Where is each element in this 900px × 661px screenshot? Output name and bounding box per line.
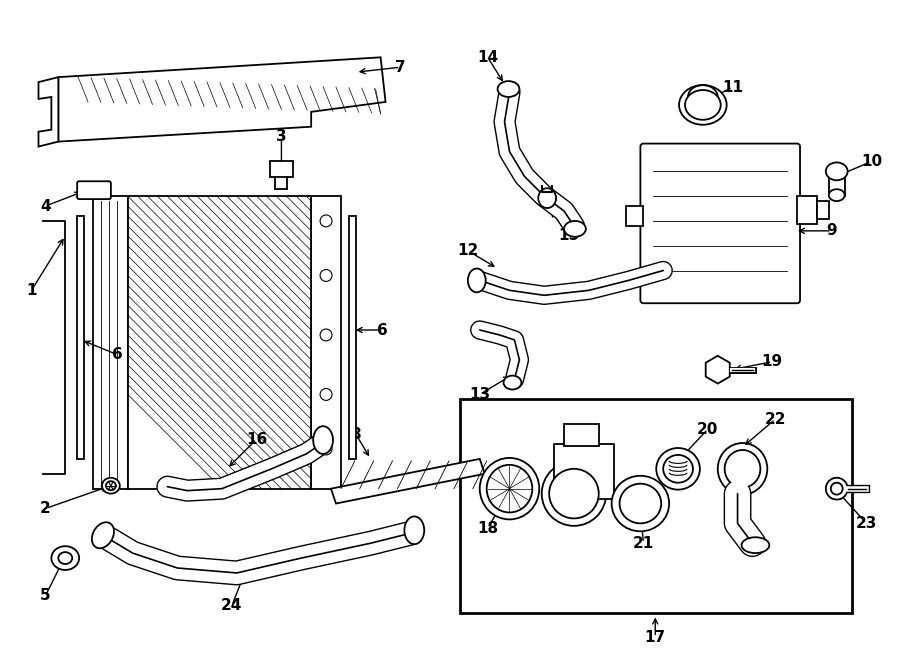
Ellipse shape — [680, 85, 726, 125]
Ellipse shape — [51, 546, 79, 570]
Ellipse shape — [313, 426, 333, 454]
Ellipse shape — [58, 552, 72, 564]
Polygon shape — [58, 58, 385, 141]
Ellipse shape — [320, 389, 332, 401]
Ellipse shape — [717, 443, 768, 494]
Text: 2: 2 — [40, 501, 50, 516]
Text: 5: 5 — [40, 588, 50, 603]
Text: 19: 19 — [761, 354, 783, 369]
Ellipse shape — [742, 537, 769, 553]
FancyBboxPatch shape — [641, 143, 800, 303]
Text: 16: 16 — [246, 432, 267, 447]
Ellipse shape — [564, 221, 586, 237]
Bar — [829, 176, 845, 196]
Ellipse shape — [538, 188, 556, 208]
Ellipse shape — [612, 476, 669, 531]
Text: 14: 14 — [477, 50, 499, 65]
Text: 20: 20 — [698, 422, 718, 437]
Bar — [460, 399, 851, 613]
Polygon shape — [706, 356, 730, 383]
FancyBboxPatch shape — [77, 181, 111, 199]
Ellipse shape — [320, 270, 332, 282]
Bar — [554, 444, 614, 498]
Ellipse shape — [498, 81, 519, 97]
Ellipse shape — [826, 478, 848, 500]
Text: 6: 6 — [377, 323, 388, 338]
Bar — [349, 216, 356, 459]
Ellipse shape — [320, 443, 332, 455]
Bar — [93, 196, 128, 488]
Text: 4: 4 — [40, 198, 50, 214]
Ellipse shape — [663, 455, 693, 483]
Bar — [77, 216, 84, 459]
Text: ▬: ▬ — [84, 189, 92, 198]
Ellipse shape — [656, 448, 700, 490]
Ellipse shape — [829, 189, 845, 201]
Ellipse shape — [724, 450, 760, 488]
Text: 9: 9 — [826, 223, 837, 239]
Text: 18: 18 — [477, 521, 499, 536]
Ellipse shape — [685, 90, 721, 120]
Ellipse shape — [404, 516, 424, 544]
Ellipse shape — [549, 469, 598, 518]
Text: 22: 22 — [764, 412, 786, 427]
Bar — [311, 196, 341, 488]
Ellipse shape — [468, 268, 486, 292]
Text: 6: 6 — [112, 347, 123, 362]
Text: 13: 13 — [469, 387, 491, 402]
Bar — [564, 424, 598, 446]
Text: 1: 1 — [26, 283, 37, 298]
Ellipse shape — [826, 163, 848, 180]
Ellipse shape — [503, 375, 521, 389]
Text: 11: 11 — [722, 79, 743, 95]
Text: 23: 23 — [856, 516, 878, 531]
Ellipse shape — [106, 481, 116, 490]
Bar — [128, 196, 311, 488]
Ellipse shape — [831, 483, 842, 494]
Text: 21: 21 — [633, 535, 654, 551]
Text: 17: 17 — [644, 630, 666, 645]
Ellipse shape — [542, 461, 607, 526]
Ellipse shape — [320, 329, 332, 341]
Bar — [269, 161, 293, 177]
Ellipse shape — [102, 478, 120, 494]
Ellipse shape — [619, 484, 662, 524]
Ellipse shape — [92, 522, 114, 548]
Bar — [797, 196, 817, 224]
Bar — [626, 206, 644, 226]
Polygon shape — [331, 459, 485, 504]
Polygon shape — [39, 77, 58, 147]
Text: 7: 7 — [395, 59, 406, 75]
Text: 12: 12 — [457, 243, 479, 258]
Text: 10: 10 — [861, 154, 882, 169]
Text: 15: 15 — [558, 228, 580, 243]
Ellipse shape — [480, 458, 539, 520]
Bar — [817, 201, 829, 219]
Ellipse shape — [487, 465, 532, 512]
Text: 3: 3 — [276, 129, 287, 144]
Ellipse shape — [320, 215, 332, 227]
Text: 24: 24 — [221, 598, 242, 613]
Text: 8: 8 — [350, 426, 361, 442]
